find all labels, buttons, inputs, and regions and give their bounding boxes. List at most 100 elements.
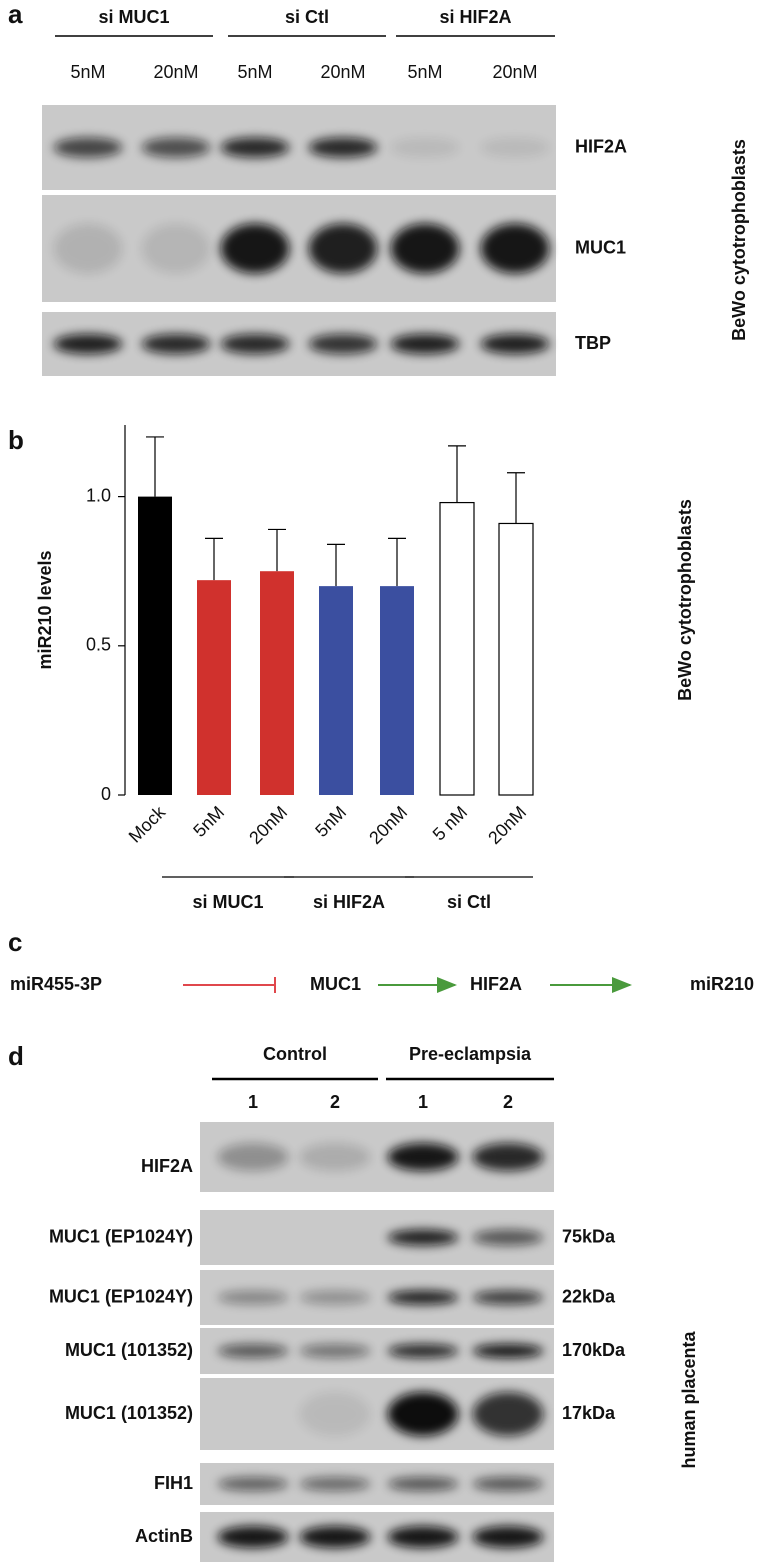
blot-label: MUC1	[575, 237, 626, 257]
x-tick-label: 5nM	[189, 802, 228, 841]
blot-label: MUC1 (101352)	[65, 1340, 193, 1360]
blot-label: ActinB	[135, 1526, 193, 1546]
size-label: 75kDa	[562, 1226, 616, 1246]
band	[308, 334, 378, 354]
lane-label: 5nM	[237, 62, 272, 82]
band	[141, 334, 211, 354]
group-label: si Ctl	[285, 7, 329, 27]
x-tick-label: 5nM	[311, 802, 350, 841]
band	[220, 137, 290, 158]
blot-label: MUC1 (101352)	[65, 1403, 193, 1423]
band	[299, 1344, 371, 1358]
lane-label: 20nM	[320, 62, 365, 82]
size-label: 22kDa	[562, 1286, 616, 1306]
band	[141, 223, 211, 274]
panel-label: d	[8, 1041, 24, 1071]
lane-label: 1	[248, 1092, 258, 1112]
band	[217, 1526, 289, 1548]
group-label: si Ctl	[447, 892, 491, 912]
blot-label: MUC1 (EP1024Y)	[49, 1286, 193, 1306]
lane-label: 1	[418, 1092, 428, 1112]
size-label: 170kDa	[562, 1340, 626, 1360]
blot-label: MUC1 (EP1024Y)	[49, 1226, 193, 1246]
band	[387, 1526, 459, 1548]
band	[387, 1477, 459, 1491]
band	[308, 223, 378, 274]
x-tick-label: 20nM	[365, 802, 411, 848]
band	[220, 334, 290, 354]
band	[472, 1526, 544, 1548]
lane-label: 20nM	[492, 62, 537, 82]
band	[308, 137, 378, 158]
blot	[42, 195, 556, 302]
x-tick-label: 20nM	[245, 802, 291, 848]
band	[217, 1344, 289, 1358]
y-tick-label: 1.0	[86, 485, 111, 505]
band	[472, 1290, 544, 1305]
size-label: 17kDa	[562, 1403, 616, 1423]
band	[390, 223, 460, 274]
band	[299, 1477, 371, 1491]
group-label: si HIF2A	[313, 892, 385, 912]
band	[53, 137, 123, 158]
y-tick-label: 0.5	[86, 635, 111, 655]
bar	[260, 571, 294, 795]
band	[480, 334, 550, 354]
band	[472, 1344, 544, 1358]
blot-label: HIF2A	[141, 1156, 193, 1176]
blot-label: TBP	[575, 333, 611, 353]
bar	[498, 522, 534, 796]
band	[387, 1392, 459, 1436]
group-label: si MUC1	[98, 7, 169, 27]
bar	[319, 586, 353, 795]
node: HIF2A	[470, 974, 522, 994]
band	[387, 1229, 459, 1246]
blot	[42, 312, 556, 376]
group-label: Control	[263, 1044, 327, 1064]
band	[53, 223, 123, 274]
node: MUC1	[310, 974, 361, 994]
band	[217, 1477, 289, 1491]
blot-label: HIF2A	[575, 136, 627, 156]
band	[472, 1143, 544, 1171]
lane-label: 2	[503, 1092, 513, 1112]
node: miR455-3P	[10, 974, 102, 994]
band	[480, 223, 550, 274]
panel-label: c	[8, 927, 22, 957]
node: miR210	[690, 974, 754, 994]
group-label: Pre-eclampsia	[409, 1044, 532, 1064]
band	[299, 1526, 371, 1548]
bar	[197, 580, 231, 795]
lane-label: 20nM	[153, 62, 198, 82]
band	[299, 1290, 371, 1305]
lane-label: 2	[330, 1092, 340, 1112]
bar	[138, 496, 172, 795]
band	[472, 1229, 544, 1246]
band	[390, 334, 460, 354]
band	[53, 334, 123, 354]
band	[390, 137, 460, 158]
band	[472, 1392, 544, 1436]
side-label: BeWo cytotrophoblasts	[729, 139, 749, 341]
band	[387, 1344, 459, 1358]
band	[299, 1143, 371, 1171]
group-label: si MUC1	[192, 892, 263, 912]
band	[299, 1392, 371, 1436]
blot	[42, 105, 556, 190]
band	[141, 137, 211, 158]
x-tick-label: Mock	[125, 801, 170, 846]
bar	[380, 586, 414, 795]
y-tick-label: 0	[101, 784, 111, 804]
side-label: human placenta	[679, 1330, 699, 1468]
bar	[439, 501, 475, 796]
band	[387, 1143, 459, 1171]
band	[387, 1290, 459, 1305]
panel-label: a	[8, 0, 23, 29]
band	[472, 1477, 544, 1491]
lane-label: 5nM	[407, 62, 442, 82]
band	[217, 1143, 289, 1171]
group-label: si HIF2A	[439, 7, 511, 27]
lane-label: 5nM	[70, 62, 105, 82]
